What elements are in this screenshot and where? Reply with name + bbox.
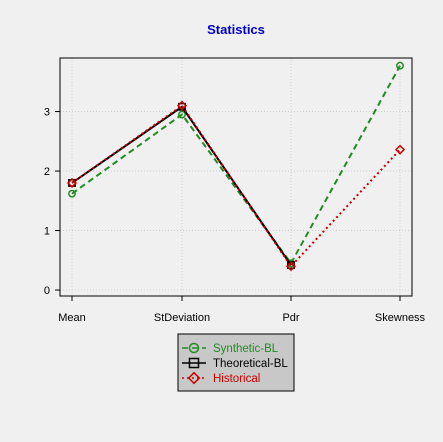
- axes: 0 1 2 3 Mean StDeviation Pdr Skewness: [44, 107, 426, 324]
- x-tick-label: Pdr: [282, 312, 299, 324]
- legend-label-synthetic-bl: Synthetic-BL: [213, 343, 279, 355]
- series-layer: [66, 61, 406, 272]
- legend: Synthetic-BL Theoretical-BL Historical: [177, 333, 295, 392]
- data-point-historical: [176, 100, 188, 111]
- y-tick-label: 1: [44, 226, 50, 238]
- legend-label-theoretical-bl: Theoretical-BL: [213, 358, 288, 370]
- series-line-synthetic-bl: [71, 65, 401, 266]
- data-point-historical: [285, 261, 297, 272]
- plot-area: [60, 58, 412, 296]
- x-tick-label: Skewness: [375, 312, 426, 324]
- y-tick-label: 0: [44, 285, 50, 297]
- y-tick-label: 3: [44, 107, 50, 119]
- data-point-synthetic-bl: [178, 110, 186, 119]
- grid-lines: [60, 58, 412, 296]
- legend-item-historical: Historical: [182, 371, 260, 385]
- data-point-historical: [66, 177, 78, 189]
- x-tick-label: StDeviation: [154, 312, 210, 324]
- data-point-synthetic-bl: [396, 61, 404, 70]
- legend-marker-synthetic-bl: [188, 342, 200, 354]
- data-point-synthetic-bl: [68, 189, 76, 198]
- series-line-historical: [71, 104, 401, 268]
- x-tick-label: Mean: [58, 312, 86, 324]
- legend-item-theoretical-bl: Theoretical-BL: [182, 357, 288, 370]
- chart-title: Statistics: [207, 22, 265, 37]
- legend-label-historical: Historical: [213, 373, 260, 385]
- y-tick-label: 2: [44, 166, 50, 178]
- legend-item-synthetic-bl: Synthetic-BL: [182, 342, 279, 355]
- series-historical: [66, 100, 406, 272]
- plot-frame: [59, 57, 413, 297]
- legend-marker-historical: [187, 371, 201, 385]
- legend-marker-theoretical-bl: [188, 357, 200, 369]
- data-point-historical: [394, 144, 406, 155]
